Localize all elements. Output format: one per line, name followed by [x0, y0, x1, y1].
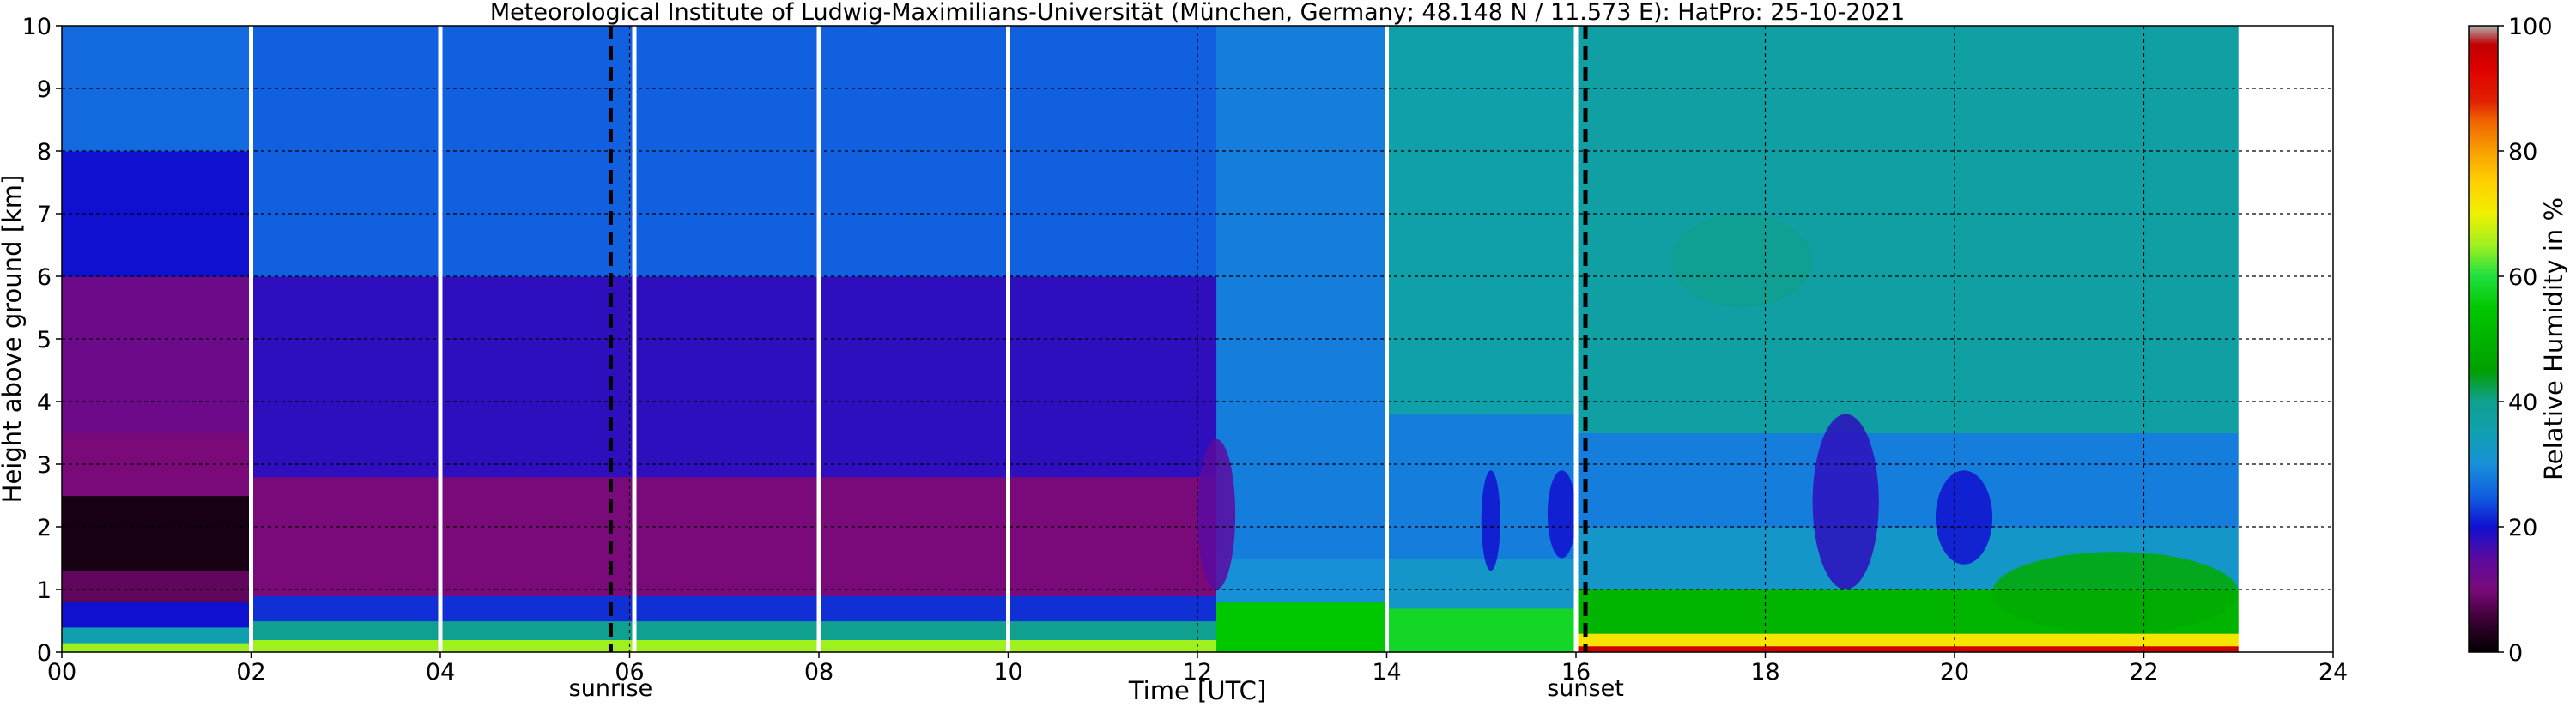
heatmap-feature [1197, 438, 1236, 589]
sunrise-label: sunrise [569, 675, 653, 702]
y-tick-label: 1 [37, 577, 52, 604]
heatmap-cell [1386, 414, 1577, 559]
heatmap-cell [1216, 26, 1388, 559]
x-tick-label: 18 [1750, 659, 1779, 686]
y-tick-label: 4 [37, 390, 52, 416]
chart-title: Meteorological Institute of Ludwig-Maxim… [489, 0, 1906, 26]
heatmap-cell [1386, 26, 1577, 415]
y-tick-label: 3 [37, 452, 52, 479]
heatmap-feature [1992, 552, 2239, 634]
heatmap-cell [62, 643, 252, 653]
heatmap-cell [1216, 558, 1388, 603]
x-tick-label: 02 [236, 659, 265, 686]
x-tick-label: 12 [1183, 659, 1212, 686]
x-tick-label: 10 [993, 659, 1022, 686]
heatmap-cell [251, 620, 1217, 640]
heatmap-feature [1481, 470, 1500, 571]
x-tick-label: 06 [615, 659, 644, 686]
colorbar [2468, 25, 2499, 653]
x-tick-label: 04 [426, 659, 455, 686]
heatmap-cell [251, 639, 1217, 653]
x-tick-label: 16 [1561, 659, 1591, 686]
x-tick-label: 00 [47, 659, 76, 686]
heatmap-cell [62, 571, 252, 603]
y-tick-label: 0 [37, 640, 52, 667]
x-tick-label: 24 [2318, 659, 2348, 686]
y-tick-label: 7 [37, 202, 52, 228]
x-tick-label: 14 [1372, 659, 1401, 686]
x-axis-label: Time [UTC] [1128, 676, 1266, 705]
heatmap-cell [62, 495, 252, 571]
colorbar-ticks: 0 20 40 60 80 100 [2498, 14, 2553, 667]
y-tick-label: 10 [22, 14, 52, 40]
heatmap-feature [1547, 470, 1576, 559]
annotations: sunrise sunset [569, 675, 1624, 702]
y-tick-label: 2 [37, 515, 52, 541]
heatmap-feature [1935, 470, 1993, 565]
sunset-label: sunset [1547, 675, 1624, 702]
colorbar-tick-label: 100 [2508, 14, 2553, 40]
heatmap-cells [62, 26, 2333, 653]
x-axis-ticks: 00 02 04 06 08 10 12 14 16 18 20 22 24 [47, 652, 2348, 686]
y-axis-label: Height above ground [km] [0, 175, 27, 504]
colorbar-tick-label: 60 [2508, 264, 2537, 291]
colorbar-tick-label: 80 [2508, 139, 2537, 166]
x-tick-label: 22 [2129, 659, 2158, 686]
colorbar-label: Relative Humidity in % [2539, 197, 2568, 480]
heatmap-cell [251, 595, 1217, 622]
heatmap-cell [251, 476, 1217, 596]
x-tick-label: 20 [1940, 659, 1969, 686]
heatmap-cell [1386, 558, 1577, 609]
heatmap-cell [1576, 633, 2240, 647]
heatmap-cell [62, 626, 252, 644]
sun-event-lines [608, 26, 1588, 652]
heatmap-cell [251, 276, 1217, 478]
colorbar-tick-label: 20 [2508, 515, 2537, 541]
heatmap-cell [1576, 432, 2240, 528]
y-tick-label: 6 [37, 264, 52, 291]
y-tick-label: 9 [37, 76, 52, 103]
y-tick-label: 8 [37, 139, 52, 166]
colorbar-tick-label: 0 [2508, 640, 2523, 667]
heatmap-feature [1812, 414, 1879, 589]
heatmap-cell [1216, 601, 1388, 653]
x-tick-label: 08 [804, 659, 833, 686]
heatmap-cell [62, 601, 252, 628]
heatmap-cell [1576, 645, 2240, 653]
heatmap-cell [62, 276, 252, 434]
data-gap-lines [249, 26, 1579, 652]
heatmap-cell [1386, 607, 1577, 653]
y-axis-ticks: 0 1 2 3 4 5 6 7 8 9 10 [22, 14, 62, 667]
colorbar-tick-label: 40 [2508, 390, 2537, 416]
y-tick-label: 5 [37, 327, 52, 354]
heatmap-feature [1670, 214, 1813, 308]
heatmap-cell [1576, 26, 2240, 434]
